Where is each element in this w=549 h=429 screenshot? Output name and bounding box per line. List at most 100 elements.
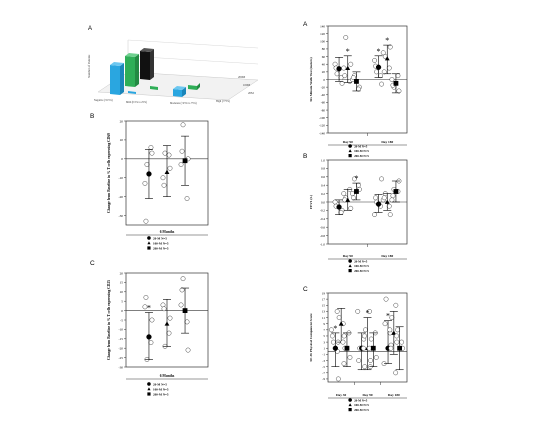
category-label: Day 180 — [381, 140, 393, 144]
data-point — [149, 317, 155, 323]
data-point — [363, 327, 368, 333]
data-point — [341, 333, 347, 339]
bar-high-green — [125, 53, 139, 87]
data-point — [161, 306, 167, 312]
data-point — [381, 69, 387, 75]
data-point — [167, 315, 173, 321]
y-tick-label: -120 — [319, 124, 325, 128]
data-point — [341, 191, 347, 197]
data-point — [162, 150, 168, 156]
legend-marker — [147, 392, 151, 396]
bar-label: Mild (0.5% to 25%) — [126, 101, 147, 104]
y-tick-label: 9 — [323, 322, 325, 326]
y-tick-label: -25 — [118, 356, 123, 360]
mean-marker — [146, 171, 152, 177]
legend-marker — [348, 149, 352, 153]
legend-marker — [348, 403, 352, 407]
y-tick-label: 0.0 — [321, 200, 325, 204]
y-axis-label: SF-36 Physical Component Score — [309, 313, 313, 362]
z-label: 200M — [238, 75, 246, 79]
data-point — [368, 358, 373, 363]
y-tick-label: 0.8 — [321, 167, 325, 171]
data-point — [339, 80, 345, 86]
y-tick-label: -9 — [322, 377, 325, 381]
data-point — [373, 195, 378, 201]
y-tick-label: 0 — [323, 78, 325, 82]
data-point — [395, 327, 401, 333]
mean-marker — [391, 330, 397, 335]
data-point — [142, 180, 148, 186]
legend-label: 100-M N=5 — [153, 241, 169, 245]
data-point — [166, 152, 172, 158]
data-point — [179, 148, 185, 154]
mean-marker — [354, 79, 359, 84]
y-tick-label: -1 — [322, 353, 325, 357]
data-point — [351, 75, 356, 81]
data-point — [343, 35, 349, 40]
mean-marker — [384, 199, 390, 204]
data-point — [395, 73, 401, 79]
data-point — [144, 162, 150, 167]
fev1-panel: B 1.0 0.8 0.6 0.4 0.2 0.0 -0.2 -0.4 -0.6 -0.8 -1.0 F… — [295, 150, 445, 280]
data-point — [149, 150, 155, 156]
legend-label: 100-M N=5 — [354, 264, 369, 268]
data-point — [382, 321, 388, 327]
data-point — [356, 358, 362, 363]
mean-marker — [354, 189, 359, 194]
sf36-panel: C 19 17 15 13 11 9 7 5 3 1 -1 -3 -5 -7 -9 SF-36 Physical… — [295, 282, 445, 418]
data-point — [388, 345, 394, 351]
data-point — [372, 57, 377, 63]
legend-marker — [348, 398, 352, 402]
legend-label: 100-M N=5 — [354, 149, 369, 153]
data-point — [185, 347, 191, 353]
mean-marker — [375, 64, 382, 70]
y-tick-label: 20 — [120, 271, 124, 275]
data-point — [328, 327, 334, 333]
data-point — [362, 333, 367, 339]
legend-label: 20-M N=5 — [354, 259, 368, 263]
bar-mild-green — [150, 86, 158, 90]
walk-test-panel: A 140 120 100 80 60 40 20 0 -20 -40 -60 -80 -100 -120 -… — [295, 20, 445, 178]
y-tick-label: 60 — [322, 55, 326, 59]
y-tick-label: -0.8 — [320, 234, 326, 238]
data-point — [380, 50, 386, 56]
data-point — [383, 296, 389, 302]
data-point — [373, 355, 379, 360]
plot-frame — [327, 292, 408, 383]
data-point — [356, 86, 361, 92]
mean-marker — [336, 204, 342, 210]
data-point — [341, 361, 347, 367]
data-point — [148, 340, 154, 345]
data-point — [374, 69, 379, 75]
mean-marker — [345, 65, 351, 70]
legend-marker — [147, 246, 151, 250]
fev1-chart: B 1.0 0.8 0.6 0.4 0.2 0.0 -0.2 -0.4 -0.6 -0.8 -1.0 F… — [303, 153, 408, 273]
data-point — [393, 370, 399, 376]
mean-marker — [182, 158, 188, 164]
data-point — [389, 197, 395, 203]
data-point — [387, 327, 393, 333]
data-point — [336, 315, 342, 320]
data-point — [179, 287, 185, 293]
cd69-chart: B 20 10 0 -10 -20 -30 Change from Baseline in %… — [90, 113, 209, 250]
y-tick-label: -140 — [319, 131, 325, 135]
y-tick-label: 19 — [322, 291, 326, 295]
legend-label: 200-M N=5 — [354, 269, 369, 273]
data-point — [362, 364, 368, 370]
data-point — [356, 182, 361, 188]
y-tick-label: 3 — [323, 340, 325, 344]
y-tick-label: 13 — [322, 310, 326, 314]
y-tick-label: 140 — [320, 24, 325, 28]
data-point — [372, 212, 377, 218]
panel-letter: C — [90, 260, 95, 267]
data-point — [387, 212, 393, 218]
data-point — [350, 191, 355, 197]
y-tick-label: -100 — [319, 116, 325, 120]
y-tick-label: -1.0 — [320, 242, 326, 246]
data-point — [381, 195, 387, 201]
significance-star: * — [354, 174, 358, 183]
category-label: Day 180 — [381, 254, 393, 258]
y-tick-label: 10 — [120, 138, 124, 142]
y-tick-label: -10 — [118, 176, 123, 180]
y-tick-label: -20 — [321, 85, 326, 89]
